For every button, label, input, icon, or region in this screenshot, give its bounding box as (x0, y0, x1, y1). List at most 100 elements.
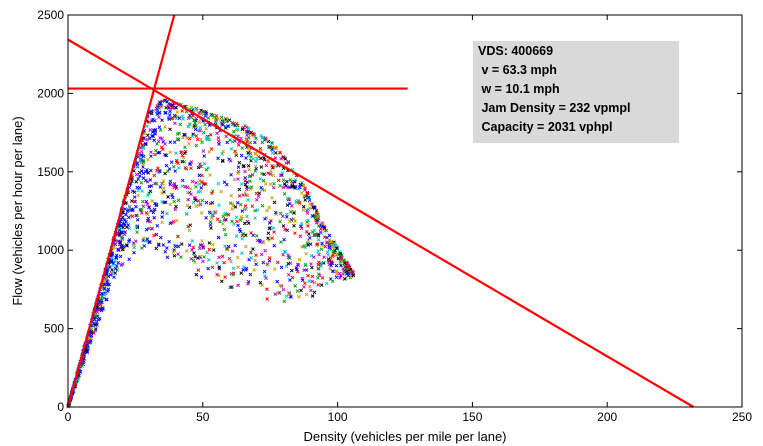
scatter-point (116, 248, 121, 252)
scatter-point (204, 126, 209, 131)
scatter-point (185, 136, 189, 140)
scatter-point (149, 150, 153, 155)
scatter-point (303, 188, 307, 192)
scatter-point (126, 208, 131, 212)
scatter-point (271, 173, 276, 178)
scatter-point (85, 350, 89, 355)
scatter-point (307, 236, 312, 240)
scatter-point (183, 133, 187, 137)
scatter-point (141, 145, 146, 150)
scatter-point (229, 259, 233, 264)
scatter-point (341, 267, 345, 271)
scatter-point (263, 273, 267, 278)
scatter-point (204, 135, 209, 140)
scatter-point (134, 213, 139, 218)
scatter-point (241, 265, 246, 269)
scatter-point (272, 230, 276, 234)
scatter-point (238, 229, 243, 234)
scatter-point (249, 231, 253, 235)
scatter-point (135, 165, 140, 169)
scatter-point (113, 271, 118, 275)
scatter-point (237, 194, 242, 198)
scatter-point (286, 291, 291, 296)
scatter-point (126, 239, 131, 244)
scatter-point (262, 158, 267, 162)
scatter-point (295, 267, 299, 272)
scatter-point (181, 135, 185, 140)
scatter-point (309, 262, 313, 266)
scatter-point (312, 205, 317, 210)
scatter-point (144, 199, 149, 204)
scatter-point (216, 139, 221, 144)
scatter-point (157, 243, 161, 248)
scatter-point (311, 214, 315, 219)
scatter-point (162, 190, 166, 194)
scatter-point (130, 189, 135, 194)
scatter-point (177, 116, 182, 121)
scatter-point (263, 136, 268, 141)
scatter-point (190, 239, 195, 243)
scatter-point (123, 230, 128, 234)
scatter-point (273, 164, 278, 169)
scatter-point (200, 180, 204, 184)
scatter-point (154, 202, 159, 207)
scatter-point (205, 250, 210, 255)
scatter-point (199, 185, 204, 190)
scatter-point (346, 262, 350, 267)
scatter-point (293, 284, 298, 288)
scatter-point (260, 283, 264, 287)
scatter-point (246, 281, 250, 286)
scatter-point (293, 231, 297, 235)
scatter-point (154, 203, 159, 208)
scatter-point (194, 204, 199, 209)
scatter-point (185, 203, 190, 208)
scatter-point (236, 265, 241, 270)
scatter-point (233, 205, 238, 209)
y-tick-label: 2500 (37, 8, 64, 22)
scatter-point (188, 186, 193, 191)
scatter-point (322, 235, 327, 240)
scatter-point (167, 106, 171, 110)
scatter-point (157, 115, 161, 120)
scatter-point (200, 198, 205, 203)
scatter-point (191, 258, 196, 263)
scatter-point (166, 169, 170, 173)
scatter-point (161, 179, 166, 183)
scatter-point (242, 221, 247, 226)
scatter-point (322, 255, 326, 259)
scatter-point (273, 151, 278, 155)
scatter-point (196, 268, 201, 272)
congested-line (67, 38, 695, 408)
scatter-point (194, 272, 199, 277)
scatter-point (169, 160, 174, 165)
scatter-point (254, 159, 258, 164)
scatter-point (234, 128, 239, 133)
scatter-point (216, 235, 221, 240)
scatter-point (290, 268, 294, 273)
scatter-point (278, 150, 283, 155)
scatter-point (207, 247, 212, 252)
scatter-point (272, 182, 276, 186)
scatter-point (299, 221, 304, 226)
scatter-point (225, 140, 230, 145)
scatter-point (317, 266, 321, 271)
scatter-point (268, 182, 273, 186)
scatter-point (273, 156, 278, 160)
scatter-point (236, 165, 241, 170)
scatter-point (323, 244, 328, 249)
scatter-point (230, 120, 235, 125)
scatter-point (283, 157, 288, 161)
scatter-point (160, 215, 164, 219)
scatter-point (314, 220, 319, 225)
scatter-point (225, 117, 230, 122)
y-tick-label: 500 (44, 322, 64, 336)
scatter-point (285, 228, 290, 233)
scatter-point (112, 245, 116, 250)
scatter-point (172, 185, 177, 190)
scatter-point (231, 266, 236, 271)
scatter-point (302, 268, 306, 272)
scatter-point (145, 168, 149, 172)
scatter-point (176, 252, 180, 256)
scatter-point (222, 227, 227, 232)
scatter-point (117, 228, 122, 232)
